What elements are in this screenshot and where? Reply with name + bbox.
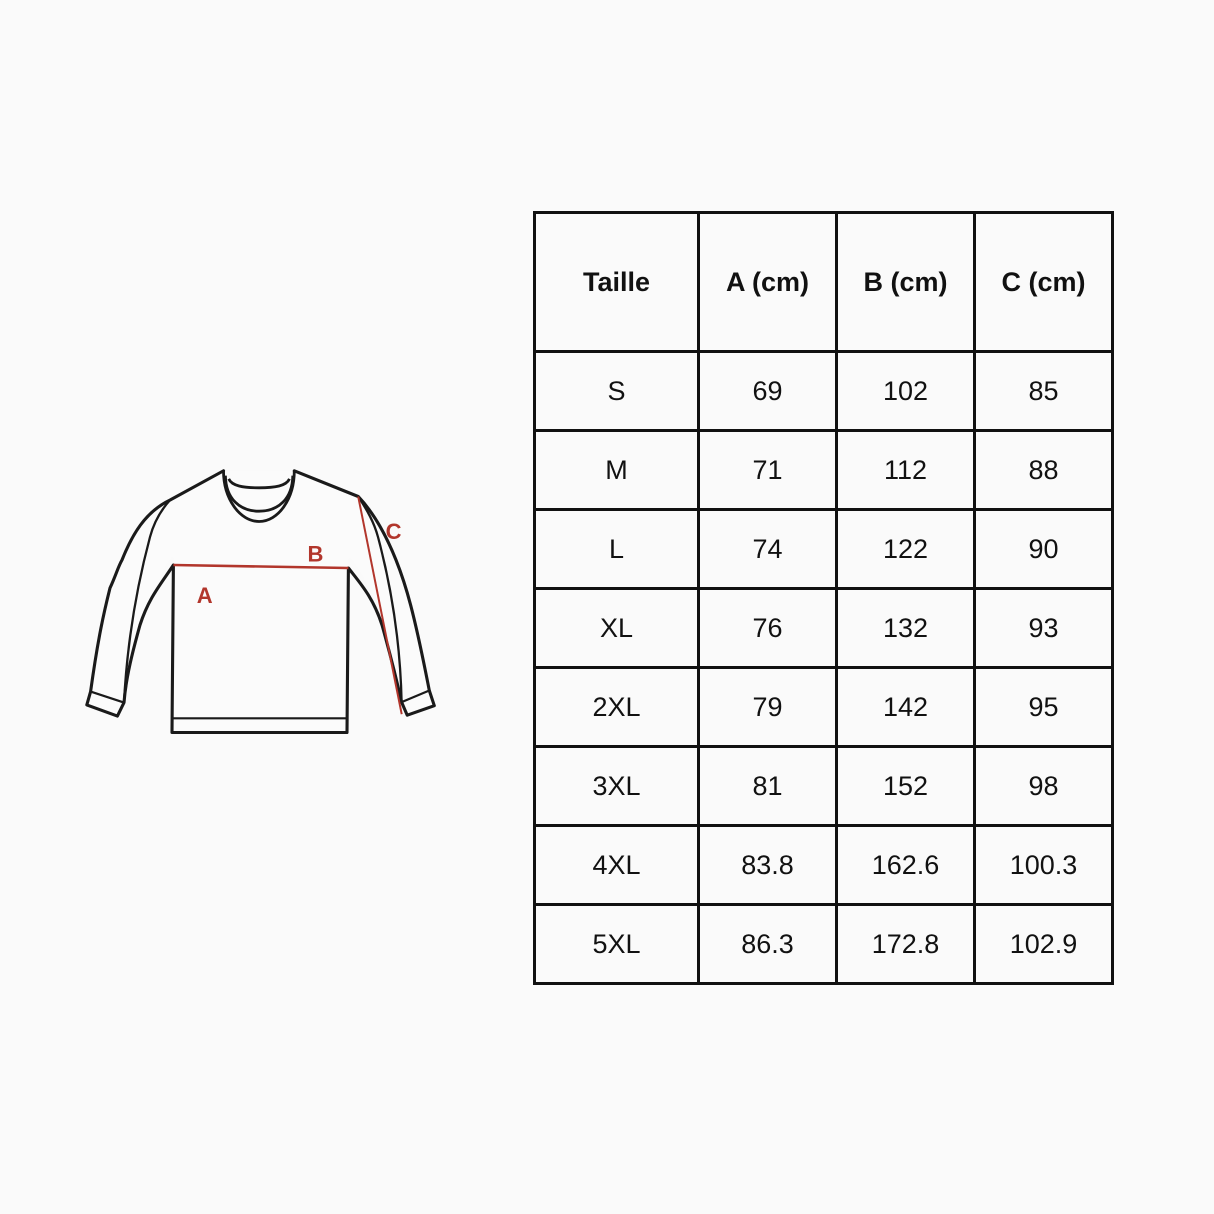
- svg-text:A: A: [197, 583, 213, 608]
- svg-text:B: B: [308, 542, 324, 567]
- svg-text:C: C: [386, 519, 402, 544]
